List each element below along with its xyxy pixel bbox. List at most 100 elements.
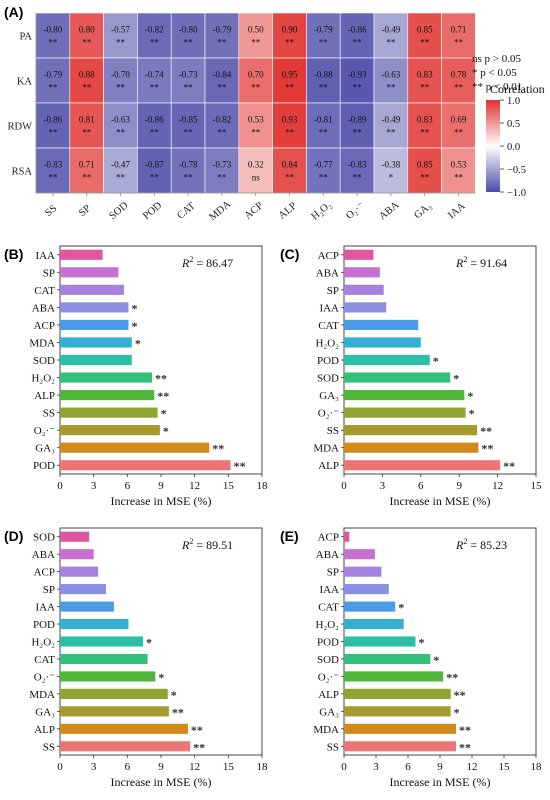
heatmap-cell-value: 0.88 [79,70,95,80]
category-label: IAA [319,302,339,314]
heatmap-cell-value: -0.49 [382,115,401,125]
category-label: ABA [316,549,339,561]
significance-marker: * [135,336,141,350]
heatmap-cell-value: -0.79 [213,25,232,35]
significance-marker: ** [481,442,493,456]
category-label: MDA [29,689,55,701]
category-label: O₂·⁻ [318,408,339,420]
category-label: ALP [34,390,55,402]
heatmap-cell [306,57,341,104]
heatmap-cell [69,102,104,149]
heatmap-column-label: O₂·⁻ [344,200,367,222]
x-tick-label: 9 [158,761,164,773]
heatmap-cell-significance: ** [150,173,160,183]
bar [60,549,94,560]
heatmap-cell-significance: ** [319,83,329,93]
category-label: IAA [35,250,55,262]
x-tick-label: 0 [341,761,347,773]
bar [60,584,107,595]
heatmap-cell-significance: ** [319,173,329,183]
heatmap-cell-value: -0.80 [44,25,63,35]
bar [344,723,456,734]
heatmap-cell-value: 0.85 [417,25,433,35]
heatmap-cell [170,57,206,104]
category-label: MDA [29,337,55,349]
heatmap-cell-value: 0.90 [282,25,298,35]
heatmap-cell-significance: ** [217,128,227,138]
heatmap-cell-value: -0.74 [145,70,164,80]
bar [344,372,451,383]
category-label: ABA [316,267,339,279]
category-label: CAT [318,602,339,614]
heatmap-cell-significance: ** [217,173,227,183]
significance-marker: * [131,319,137,333]
x-axis-title: Increase in MSE (%) [390,494,491,508]
heatmap-cell-value: 0.85 [417,160,433,170]
heatmap-cell-value: -0.83 [348,160,367,170]
heatmap-column-label: H₂O₂ [310,199,335,222]
category-label: CAT [34,285,55,297]
bar [344,319,419,331]
category-label: POD [33,460,55,472]
heatmap-cell-value: -0.82 [213,115,232,125]
significance-marker: ** [459,723,471,737]
bar [60,601,114,612]
x-tick-label: 6 [418,480,424,492]
bar [60,636,144,647]
bar [344,425,478,436]
panel-label: (E) [280,528,299,544]
heatmap-cell-significance: ** [386,38,396,48]
bar [60,425,160,436]
bar [60,618,129,630]
category-label: ACP [318,532,339,544]
r-squared-label: R2 = 85.23 [455,537,507,552]
heatmap-cell [137,12,172,59]
bar [344,636,416,647]
category-label: CAT [34,654,55,666]
heatmap-cell [441,147,476,194]
heatmap-cell-value: -0.73 [213,160,232,170]
heatmap-cell-significance: ** [454,128,464,138]
heatmap-cell-value: 0.81 [79,115,95,125]
panel-label: (C) [280,246,299,262]
heatmap-cell-significance: ** [353,38,363,48]
heatmap-cell [441,102,476,149]
heatmap-cell-significance: ** [116,38,126,48]
heatmap-cell-value: 0.93 [282,115,298,125]
category-label: SOD [317,373,339,385]
heatmap-cell-value: 0.80 [79,25,95,35]
heatmap-cell-significance: ** [184,128,194,138]
bar [60,249,103,260]
heatmap-cell [238,147,273,194]
x-tick-label: 15 [223,761,235,773]
heatmap-cell-value: -0.77 [314,160,333,170]
x-tick-label: 3 [91,480,97,492]
bar [60,531,90,542]
heatmap-cell-value: 0.95 [282,70,298,80]
heatmap-cell-significance: ** [285,173,295,183]
heatmap-cell [407,102,442,149]
heatmap-cell [170,12,206,59]
heatmap-cell-significance: ** [48,38,58,48]
heatmap-cell [407,147,442,194]
bar [60,319,129,331]
x-axis-title: Increase in MSE (%) [111,775,212,789]
significance-marker: * [131,301,137,315]
heatmap-cell [137,57,172,104]
bar [344,706,451,717]
category-label: SP [43,267,55,279]
heatmap-cell-significance: ** [82,38,92,48]
category-label: MDA [313,724,339,736]
bar [60,706,169,717]
heatmap-cell-significance: ** [82,173,92,183]
heatmap-column-label: CAT [175,200,198,222]
heatmap-cell-value: -0.86 [44,115,63,125]
heatmap-column-label: SS [43,203,59,219]
heatmap-column-label: ABA [377,199,401,222]
r-squared-label: R2 = 86.47 [181,255,233,270]
bar-chart-panel: (D) R2 = 89.51 SOD ABA ACP SP IAA POD H₂O₂ * CAT O₂… [4,527,268,789]
heatmap-column-label: ACP [243,200,266,222]
heatmap-cell-value: -0.93 [348,70,367,80]
significance-marker: ** [157,389,169,403]
